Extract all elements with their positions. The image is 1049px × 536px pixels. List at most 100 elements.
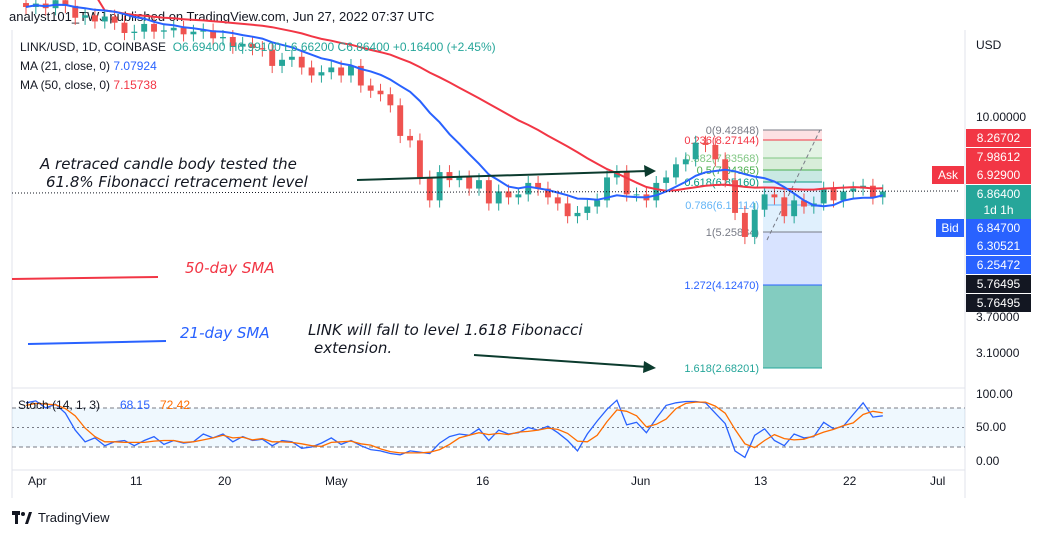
annotation-retrace-line2: 61.8% Fibonacci retracement level xyxy=(46,173,308,191)
candle-body xyxy=(633,194,640,196)
retrace-arrow-head xyxy=(644,165,656,177)
candle-body xyxy=(91,15,98,22)
candle-body xyxy=(190,31,197,35)
candle-body xyxy=(791,200,798,217)
fall-arrow-head xyxy=(643,361,656,373)
candle-body xyxy=(594,200,601,207)
x-tick-label: 11 xyxy=(130,474,143,488)
fib-zone xyxy=(763,140,822,158)
candle-body xyxy=(200,30,207,32)
price-tag: 6.30521 xyxy=(966,237,1031,255)
ma21-line xyxy=(25,3,884,208)
price-tag: 7.98612 xyxy=(966,148,1031,166)
candle-body xyxy=(840,191,847,201)
fib-trend-line xyxy=(766,129,821,241)
stoch-tick-0: 0.00 xyxy=(976,454,1000,468)
x-tick-label: 22 xyxy=(843,474,857,488)
candle-body xyxy=(160,30,167,32)
candle-body xyxy=(869,185,876,198)
candle-body xyxy=(653,182,660,201)
legend-symbol: LINK/USD, 1D, COINBASE xyxy=(20,40,167,54)
ask-label: Ask xyxy=(932,166,964,184)
stoch-label: Stoch (14, 1, 3) xyxy=(18,398,100,412)
candle-body xyxy=(249,43,256,49)
candle-body xyxy=(613,172,620,178)
tradingview-brand: TradingView xyxy=(12,510,110,525)
candle-body xyxy=(830,188,837,201)
candle-body xyxy=(308,67,315,76)
stochastic-panel: Stoch (14, 1, 3) 68.15 72.42 xyxy=(12,398,965,459)
candle-body xyxy=(485,180,492,204)
candle-body xyxy=(131,31,138,33)
price-tag: 6.25472 xyxy=(966,256,1031,274)
x-tick-label: Jul xyxy=(930,474,946,488)
candle-body xyxy=(180,27,187,35)
legend-ma21-value: 7.07924 xyxy=(113,59,157,73)
price-tick-10: 10.00000 xyxy=(976,110,1027,124)
candle-body xyxy=(338,67,345,76)
candle-body xyxy=(741,212,748,237)
candle-body xyxy=(702,142,709,145)
fib-zone xyxy=(763,232,822,285)
candle-body xyxy=(781,197,788,217)
tradingview-name: TradingView xyxy=(38,510,110,525)
candle-body xyxy=(801,200,807,207)
candle-body xyxy=(564,203,571,217)
retrace-arrow-shaft xyxy=(356,170,649,181)
candle-body xyxy=(141,23,148,32)
x-tick-label: Apr xyxy=(28,474,47,488)
bid-label: Bid xyxy=(936,219,964,237)
candle-body xyxy=(387,94,394,106)
sma21-legend-line xyxy=(27,340,167,345)
legend-ohlc: O6.69400 H6.99100 L6.66200 C6.86400 +0.1… xyxy=(172,40,496,54)
candle-body xyxy=(712,144,719,160)
candle-body xyxy=(151,23,157,32)
candle-body xyxy=(407,135,414,141)
candle-body xyxy=(239,43,246,47)
candle-body xyxy=(348,65,354,76)
candle-body xyxy=(121,22,128,33)
candle-body xyxy=(732,180,738,213)
annotation-arrows xyxy=(11,165,959,373)
candle-body xyxy=(426,177,433,201)
price-tag: 5.76495 xyxy=(966,294,1031,312)
fib-label: 1.272(4.12470) xyxy=(684,280,759,292)
stoch-d-value: 72.42 xyxy=(160,398,190,412)
candle-body xyxy=(751,209,758,237)
candle-body xyxy=(515,194,522,198)
candle-body xyxy=(820,188,827,204)
legend-ma50-value: 7.15738 xyxy=(113,78,157,92)
candle-body xyxy=(663,177,670,183)
fib-zone xyxy=(763,130,822,140)
legend-ma21-label: MA (21, close, 0) xyxy=(20,59,111,73)
candle-body xyxy=(761,194,768,210)
fall-arrow-shaft xyxy=(473,354,649,368)
candle-body xyxy=(692,142,699,160)
stoch-k-value: 68.15 xyxy=(120,398,150,412)
x-tick-label: May xyxy=(325,474,348,488)
price-tick-3-1: 3.10000 xyxy=(976,346,1020,360)
price-tag: 5.76495 xyxy=(966,275,1031,293)
stoch-k-line xyxy=(25,399,883,459)
annotation-retrace-line1: A retraced candle body tested the xyxy=(40,155,297,173)
candle-body xyxy=(82,15,89,18)
candle-body xyxy=(574,212,581,217)
x-tick-label: 16 xyxy=(476,474,490,488)
annotation-fall-line2: extension. xyxy=(314,339,393,357)
x-tick-label: Jun xyxy=(631,474,651,488)
fib-label: 1.618(2.68201) xyxy=(684,363,759,375)
currency-label: USD xyxy=(976,38,1002,52)
fib-label: 0.382(7.83568) xyxy=(684,153,759,165)
candle-body xyxy=(288,56,295,60)
legend-ma50-label: MA (50, close, 0) xyxy=(20,78,111,92)
fib-zone xyxy=(763,170,822,182)
candle-body xyxy=(682,159,689,165)
x-tick-label: 13 xyxy=(754,474,768,488)
candle-body xyxy=(298,56,305,68)
fib-zone xyxy=(763,285,822,368)
candle-body xyxy=(23,3,29,8)
candle-body xyxy=(505,191,512,198)
stoch-tick-100: 100.00 xyxy=(976,387,1013,401)
price-tag: 6.92900 xyxy=(966,166,1031,184)
